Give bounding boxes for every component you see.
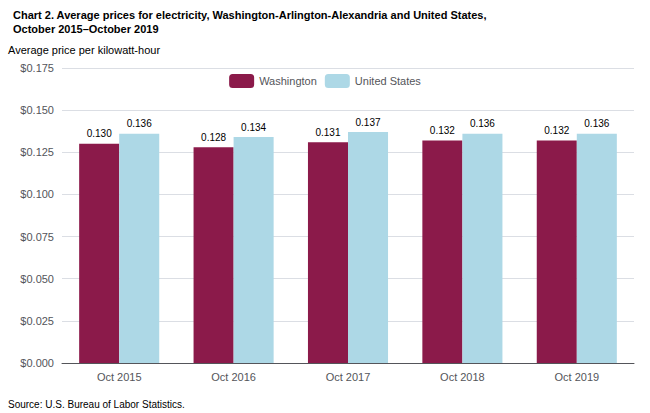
svg-text:0.130: 0.130 (87, 128, 112, 139)
svg-text:Oct 2019: Oct 2019 (554, 371, 599, 383)
svg-text:$0.100: $0.100 (20, 188, 54, 200)
svg-text:Average price per kilowatt-hou: Average price per kilowatt-hour (8, 44, 160, 56)
svg-text:0.137: 0.137 (356, 117, 381, 128)
svg-text:0.136: 0.136 (584, 118, 609, 129)
svg-text:$0.025: $0.025 (20, 315, 54, 327)
svg-text:0.136: 0.136 (127, 118, 152, 129)
svg-text:0.136: 0.136 (470, 118, 495, 129)
svg-text:0.131: 0.131 (315, 127, 340, 138)
svg-text:Oct 2015: Oct 2015 (97, 371, 142, 383)
svg-text:$0.150: $0.150 (20, 104, 54, 116)
svg-text:Oct 2018: Oct 2018 (440, 371, 485, 383)
svg-text:0.134: 0.134 (241, 122, 266, 133)
svg-text:Source: U.S. Bureau of Labor S: Source: U.S. Bureau of Labor Statistics. (8, 399, 185, 410)
svg-text:$0.000: $0.000 (20, 357, 54, 369)
svg-text:$0.075: $0.075 (20, 231, 54, 243)
svg-text:$0.050: $0.050 (20, 273, 54, 285)
svg-text:Oct 2017: Oct 2017 (326, 371, 371, 383)
svg-text:Oct 2016: Oct 2016 (211, 371, 256, 383)
svg-text:0.128: 0.128 (201, 132, 226, 143)
svg-text:United States: United States (355, 75, 422, 87)
svg-text:Chart 2. Average prices for el: Chart 2. Average prices for electricity,… (13, 9, 487, 21)
svg-text:0.132: 0.132 (430, 125, 455, 136)
svg-text:Washington: Washington (259, 75, 317, 87)
svg-text:October 2015–October 2019: October 2015–October 2019 (13, 23, 159, 35)
svg-text:0.132: 0.132 (544, 125, 569, 136)
svg-text:$0.125: $0.125 (20, 146, 54, 158)
svg-text:$0.175: $0.175 (20, 62, 54, 74)
